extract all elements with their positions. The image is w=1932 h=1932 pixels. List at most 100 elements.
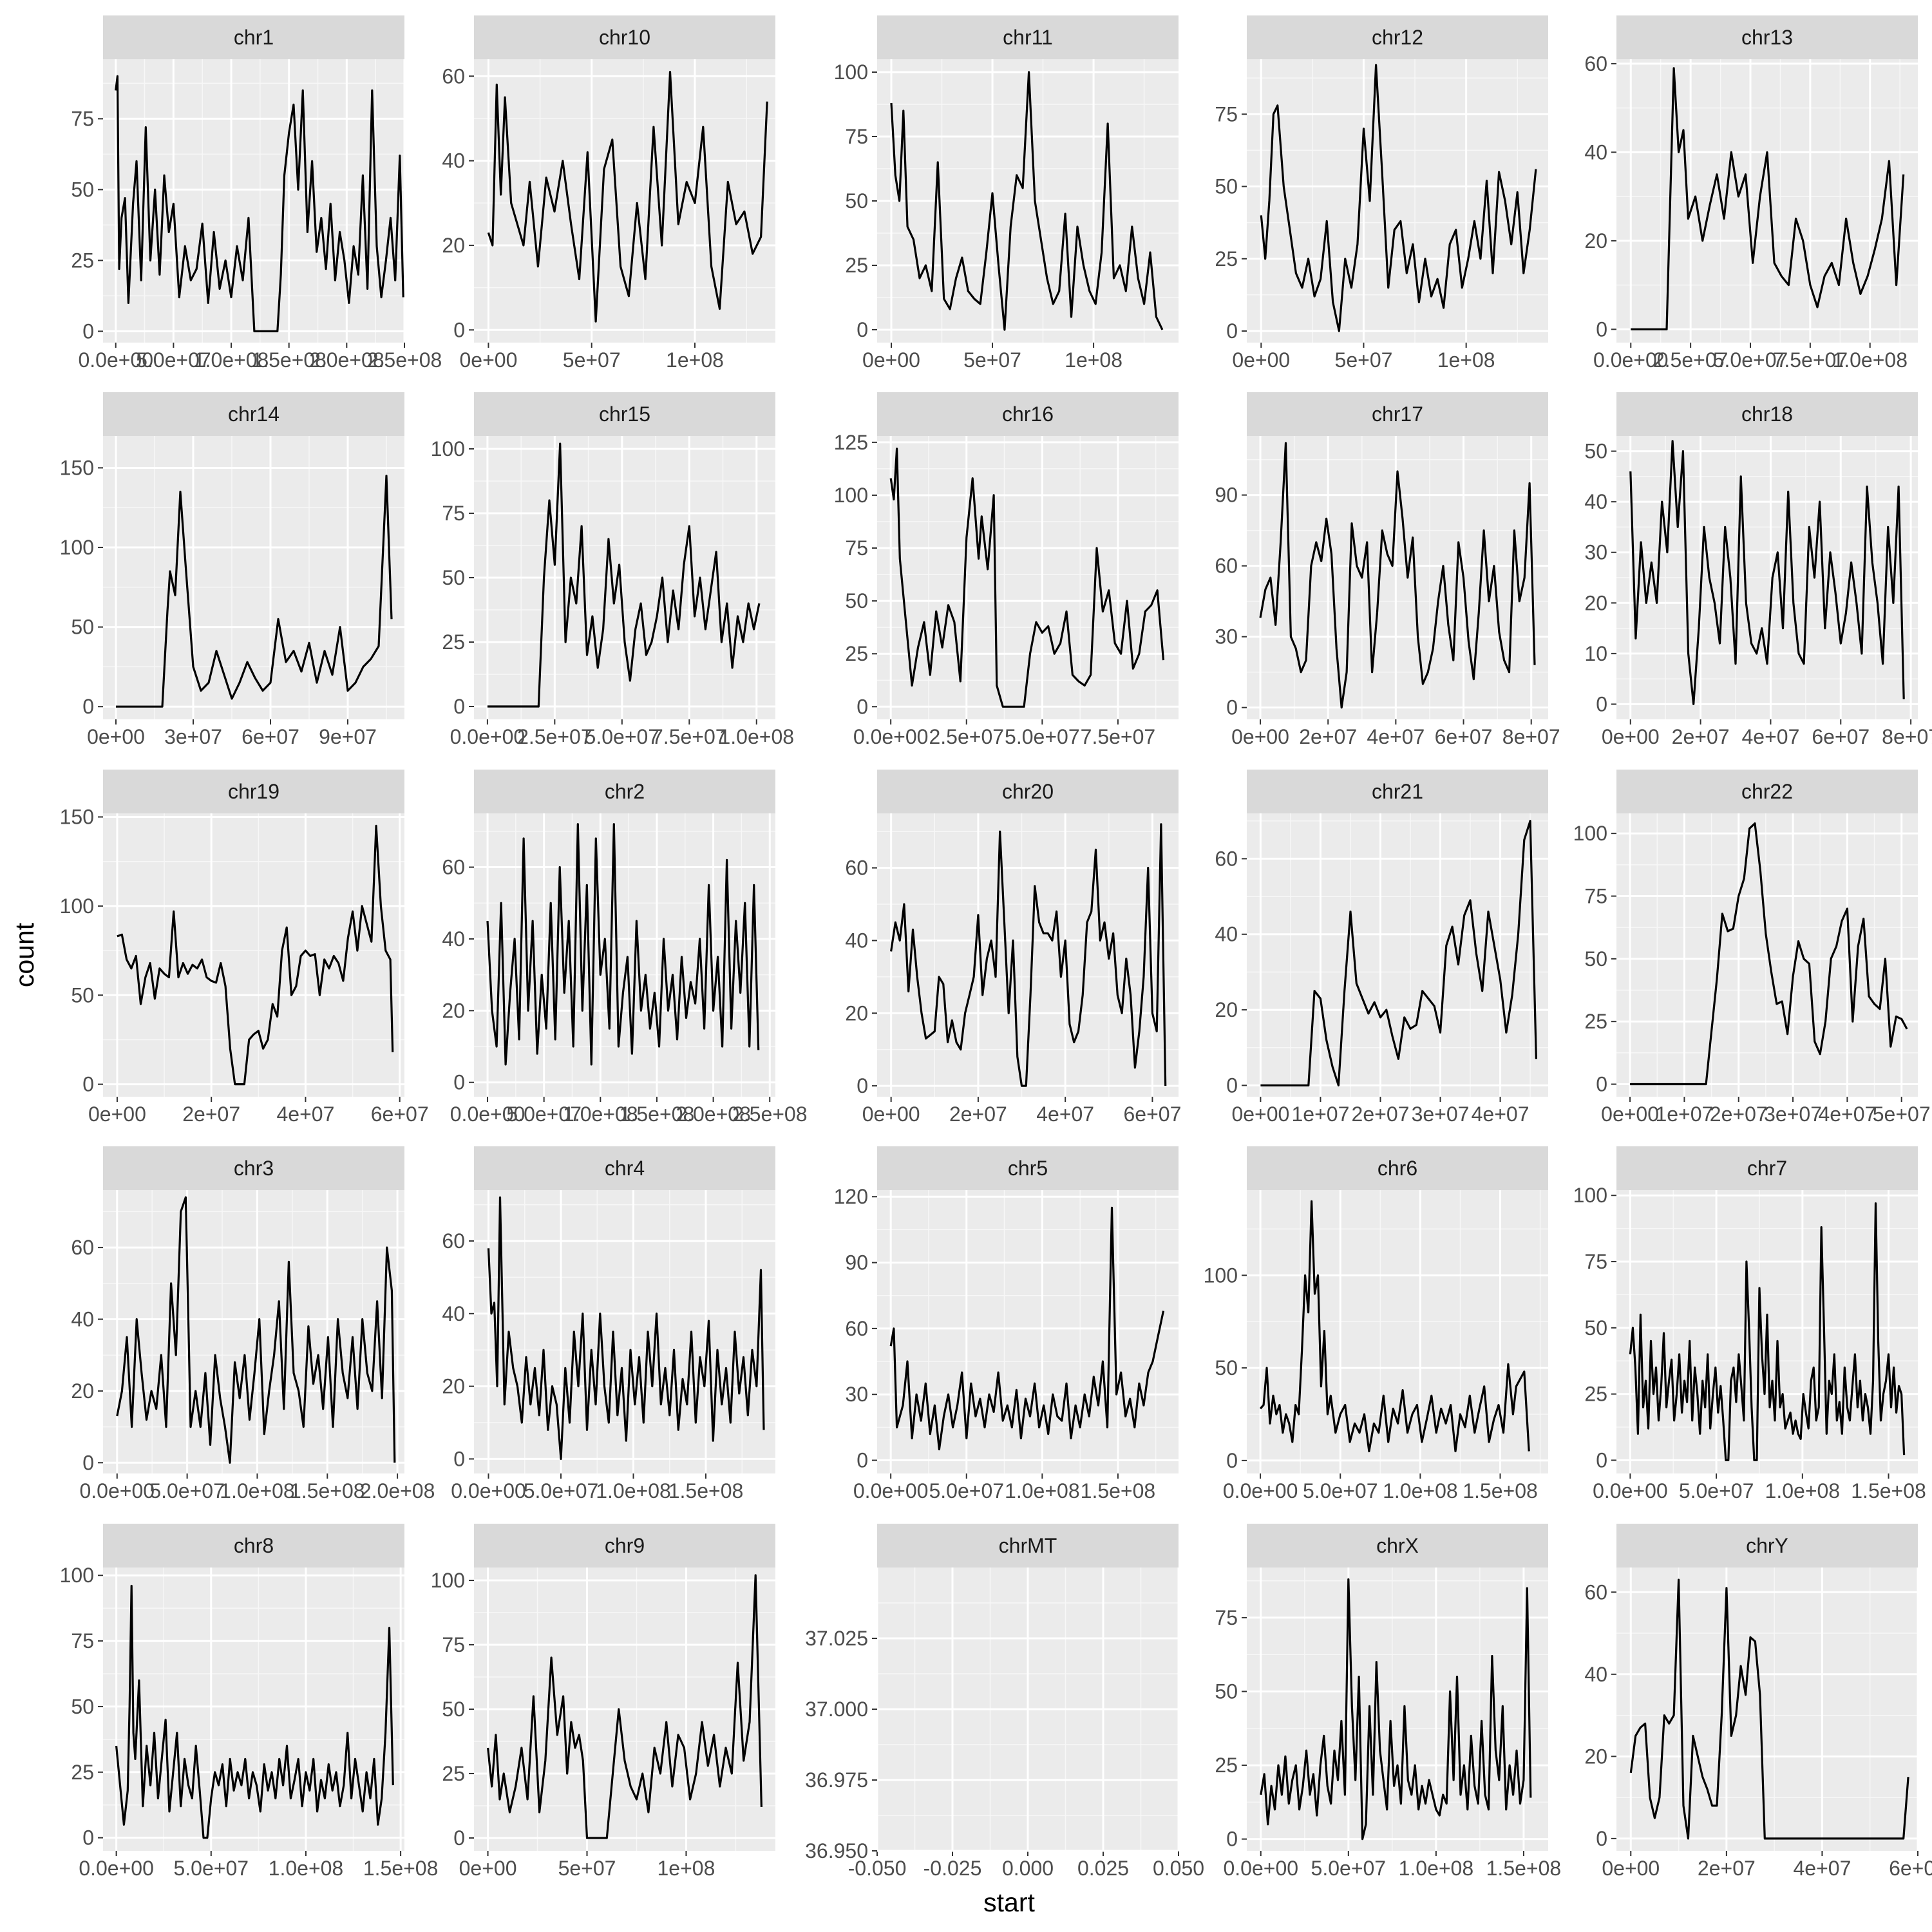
y-tick-label: 25 bbox=[442, 630, 465, 654]
y-tick-label: 50 bbox=[845, 189, 868, 213]
facet-strip bbox=[1247, 1146, 1548, 1190]
x-tick-label: 6e+07 bbox=[1812, 725, 1870, 748]
panel-background bbox=[1247, 813, 1548, 1097]
y-tick-label: 20 bbox=[442, 1375, 465, 1398]
facet-strip-label: chr1 bbox=[234, 26, 274, 49]
x-tick-label: 0.0e+00 bbox=[853, 1479, 929, 1502]
x-tick-label: 1.5e+08 bbox=[251, 348, 327, 372]
y-tick-label: 0 bbox=[1226, 319, 1238, 343]
y-tick-label: 36.975 bbox=[805, 1768, 868, 1792]
facet-strip bbox=[474, 392, 775, 436]
facet-chr10: chr10 0e+00 5e+07 1e+08 0 20 40 60 bbox=[442, 15, 775, 372]
x-tick-label: 2.0e+08 bbox=[676, 1103, 751, 1126]
y-tick-label: 0 bbox=[1596, 1827, 1607, 1850]
facet-strip-label: chr20 bbox=[1002, 780, 1054, 803]
x-tick-label: 1e+08 bbox=[1065, 348, 1122, 372]
facet-chr1: chr10.0e+005.0e+071.0e+081.5e+082.0e+082… bbox=[71, 15, 442, 372]
panel-background bbox=[1616, 813, 1918, 1097]
y-tick-label: 125 bbox=[834, 431, 868, 454]
y-tick-label: 0 bbox=[1226, 1828, 1238, 1851]
y-tick-label: 25 bbox=[845, 642, 868, 665]
y-tick-label: 37.025 bbox=[805, 1627, 868, 1650]
y-tick-label: 0 bbox=[453, 318, 465, 341]
y-tick-label: 100 bbox=[1204, 1264, 1238, 1287]
x-tick-label: 0.0e+00 bbox=[1593, 348, 1669, 372]
y-tick-label: 36.950 bbox=[805, 1839, 868, 1862]
x-tick-label: 6e+07 bbox=[1889, 1857, 1932, 1880]
y-tick-label: 0 bbox=[857, 695, 868, 718]
x-tick-label: 0.050 bbox=[1153, 1857, 1204, 1880]
panel-background bbox=[877, 1190, 1179, 1473]
y-tick-label: 40 bbox=[1584, 140, 1607, 164]
x-tick-label: -0.050 bbox=[848, 1857, 907, 1880]
panel-background bbox=[1247, 1190, 1548, 1473]
facet-chr12: chr12 0e+00 5e+07 1e+08 0 25 50 75 bbox=[1215, 15, 1548, 372]
x-tick-label: 5.0e+07 bbox=[1005, 725, 1080, 748]
y-tick-label: 50 bbox=[1584, 1316, 1607, 1340]
y-tick-label: 20 bbox=[845, 1001, 868, 1025]
panel-background bbox=[103, 436, 404, 719]
facet-strip bbox=[474, 15, 775, 59]
count-series-line bbox=[487, 442, 761, 708]
y-tick-label: 25 bbox=[71, 249, 94, 272]
x-tick-label: 3e+07 bbox=[1412, 1103, 1470, 1126]
x-tick-label: 1.0e+08 bbox=[1832, 348, 1908, 372]
x-tick-label: 0e+00 bbox=[1601, 1103, 1659, 1126]
x-tick-label: 1.0e+08 bbox=[596, 1479, 671, 1502]
x-tick-label: 1.0e+08 bbox=[1765, 1479, 1841, 1502]
facet-strip bbox=[877, 770, 1179, 813]
x-tick-label: 5e+07 bbox=[563, 348, 621, 372]
facet-strip bbox=[877, 392, 1179, 436]
y-tick-label: 100 bbox=[834, 484, 868, 507]
facet-strip bbox=[1616, 770, 1918, 813]
x-tick-label: 4e+07 bbox=[1793, 1857, 1851, 1880]
facet-strip-label: chr7 bbox=[1747, 1157, 1787, 1180]
facet-chr6: chr6 0.0e+00 5.0e+07 1.0e+08 1.5e+08 0 50 100 bbox=[1204, 1146, 1548, 1502]
y-tick-label: 50 bbox=[1584, 947, 1607, 971]
y-tick-label: 25 bbox=[845, 254, 868, 277]
facet-strip-label: chr14 bbox=[228, 402, 279, 426]
y-tick-label: 20 bbox=[1215, 998, 1238, 1021]
facet-strip-label: chrMT bbox=[999, 1534, 1057, 1557]
y-tick-label: 60 bbox=[1215, 847, 1238, 870]
y-tick-label: 0 bbox=[1226, 1074, 1238, 1097]
y-tick-label: 100 bbox=[1573, 1184, 1607, 1207]
y-tick-label: 100 bbox=[834, 61, 868, 84]
x-tick-label: 0.0e+00 bbox=[78, 348, 153, 372]
facet-chrY: chrY 0e+00 2e+07 4e+07 6e+07 0 20 40 60 bbox=[1584, 1524, 1932, 1880]
y-tick-label: 25 bbox=[1215, 1754, 1238, 1777]
y-tick-label: 20 bbox=[71, 1379, 94, 1403]
facet-strip-label: chr3 bbox=[234, 1157, 274, 1180]
facet-strip bbox=[474, 1146, 775, 1190]
x-tick-label: 1.0e+08 bbox=[1399, 1857, 1474, 1880]
y-tick-label: 0 bbox=[857, 318, 868, 341]
x-tick-label: 0e+00 bbox=[1231, 1103, 1289, 1126]
x-tick-label: 5.0e+07 bbox=[524, 1479, 599, 1502]
x-tick-label: 9e+07 bbox=[319, 725, 377, 748]
panel-background bbox=[103, 1190, 404, 1473]
y-tick-label: 20 bbox=[1584, 229, 1607, 252]
x-tick-label: 0.0e+00 bbox=[450, 725, 526, 748]
y-tick-label: 0 bbox=[82, 695, 94, 718]
y-tick-label: 0 bbox=[453, 1826, 465, 1850]
facet-chr14: chr14 0e+00 3e+07 6e+07 9e+07 0 50 100 150 bbox=[60, 392, 404, 748]
y-tick-label: 40 bbox=[845, 929, 868, 952]
y-tick-label: 40 bbox=[442, 1302, 465, 1325]
x-tick-label: 0.0e+00 bbox=[1593, 1479, 1668, 1502]
y-tick-label: 20 bbox=[1584, 1745, 1607, 1768]
y-tick-label: 40 bbox=[71, 1308, 94, 1331]
y-tick-label: 0 bbox=[453, 1071, 465, 1094]
y-tick-label: 60 bbox=[845, 857, 868, 880]
x-tick-label: 5.0e+07 bbox=[929, 1479, 1004, 1502]
x-tick-label: 4e+07 bbox=[1742, 725, 1800, 748]
y-tick-label: 25 bbox=[442, 1762, 465, 1785]
facet-grid: chr10.0e+005.0e+071.0e+081.5e+082.0e+082… bbox=[60, 15, 1932, 1880]
x-tick-label: 6e+07 bbox=[242, 725, 299, 748]
facet-chr18: chr18 0e+00 2e+07 4e+07 6e+07 8e+07 0 10 20 30 40 5… bbox=[1584, 392, 1932, 748]
x-tick-label: 2.5e+07 bbox=[517, 725, 592, 748]
x-tick-label: 5.0e+07 bbox=[506, 1103, 582, 1126]
x-tick-label: 5e+07 bbox=[1335, 348, 1393, 372]
x-tick-label: 5.0e+07 bbox=[1303, 1479, 1378, 1502]
y-tick-label: 75 bbox=[1584, 1250, 1607, 1273]
